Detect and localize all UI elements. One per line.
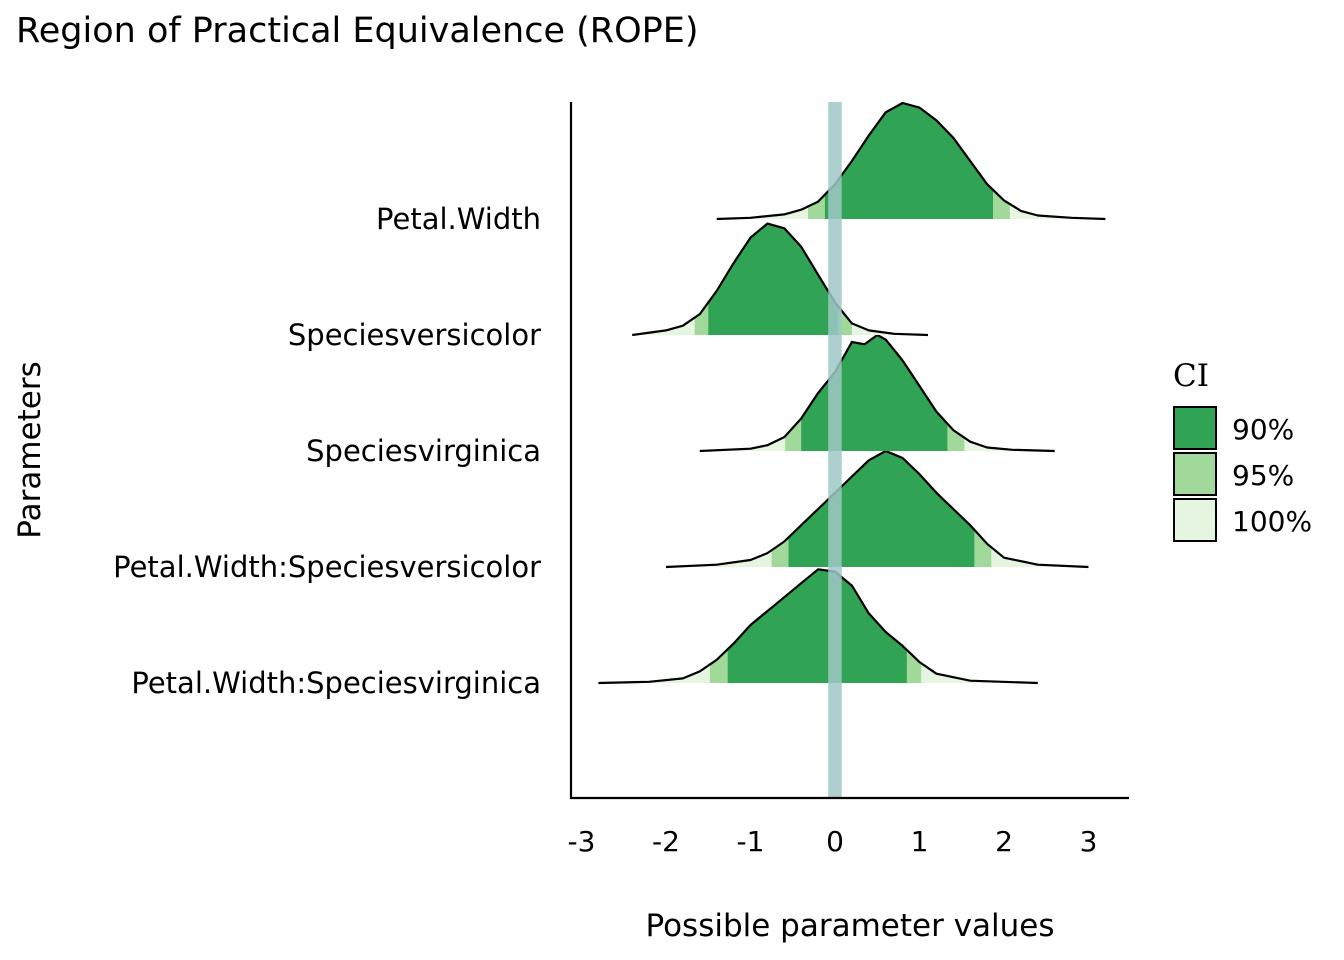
ci-90-area: [824, 103, 993, 219]
legend-swatch: [1173, 498, 1217, 542]
y-tick-labels: Petal.Width Speciesversicolor Speciesvirgi…: [113, 202, 541, 700]
legend-swatch: [1173, 452, 1217, 496]
density-outline: [716, 101, 1106, 221]
rope-band: [828, 102, 842, 798]
x-tick-label: 2: [995, 825, 1013, 858]
x-tick-label: 3: [1080, 825, 1098, 858]
density-outline: [598, 568, 1038, 685]
x-tick-labels: -3 -2 -1 0 1 2 3: [568, 825, 1098, 858]
legend: CI 90% 95% 100%: [1173, 358, 1312, 542]
chart-title: Region of Practical Equivalence (ROPE): [16, 11, 699, 51]
x-tick-label: 0: [826, 825, 844, 858]
legend-label: 95%: [1232, 459, 1294, 492]
ci-90-area: [801, 335, 948, 451]
density-outline: [632, 222, 929, 337]
parameter-label: Speciesversicolor: [288, 318, 541, 352]
ci-90-area: [727, 569, 907, 683]
ridge-petal-width-speciesversicolor: [665, 449, 1089, 569]
density-outline: [665, 449, 1089, 569]
ridge-speciesversicolor: [632, 222, 929, 337]
x-tick-label: 1: [911, 825, 929, 858]
ridge-petal-width-speciesvirginica: [598, 568, 1038, 685]
parameter-label: Petal.Width: [376, 202, 541, 236]
legend-swatch: [1173, 406, 1217, 450]
plot-area: [598, 101, 1106, 798]
y-axis-title: Parameters: [12, 361, 48, 538]
x-tick-label: -3: [568, 825, 596, 858]
legend-label: 90%: [1232, 413, 1294, 446]
legend-label: 100%: [1232, 505, 1312, 538]
ridge-petal-width: [716, 101, 1106, 221]
x-tick-label: -1: [737, 825, 765, 858]
parameter-label: Speciesvirginica: [306, 434, 541, 468]
x-axis-title: Possible parameter values: [645, 908, 1054, 944]
parameter-label: Petal.Width:Speciesversicolor: [113, 550, 541, 584]
legend-items: 90% 95% 100%: [1173, 406, 1312, 542]
ridge-speciesvirginica: [699, 333, 1055, 453]
parameter-label: Petal.Width:Speciesvirginica: [131, 666, 541, 700]
x-tick-label: -2: [652, 825, 680, 858]
ci-90-area: [788, 451, 975, 567]
ci-90-area: [708, 223, 839, 335]
legend-title: CI: [1173, 358, 1209, 394]
